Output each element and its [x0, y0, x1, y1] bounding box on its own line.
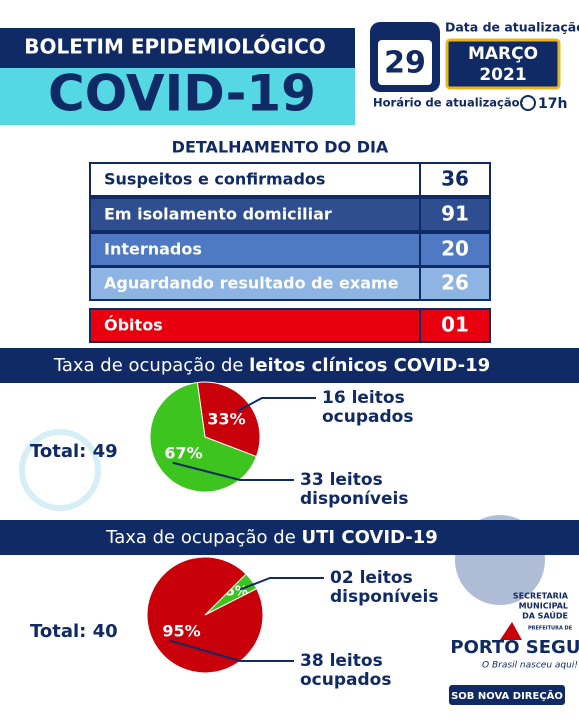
subtitle-band — [0, 68, 355, 125]
title-prefix: Taxa de ocupação de — [105, 527, 301, 548]
month: MARÇO — [468, 44, 538, 64]
row-value: 26 — [441, 271, 469, 295]
charts: Taxa de ocupação de leitos clínicos COVI… — [0, 348, 579, 690]
callout-line — [239, 577, 324, 591]
table-row — [89, 266, 491, 301]
row-value: 91 — [441, 202, 469, 226]
logo-slogan: O Brasil nasceu aqui! — [482, 661, 578, 671]
title-bold: UTI COVID-19 — [302, 527, 438, 548]
callout-text: 02 leitos — [330, 568, 413, 588]
row-label: Óbitos — [104, 316, 163, 335]
section-band — [0, 520, 579, 555]
table-row — [89, 197, 491, 232]
row-label: Em isolamento domiciliar — [104, 205, 332, 224]
title-bold: leitos clínicos COVID-19 — [249, 355, 490, 376]
year: 2021 — [479, 65, 526, 85]
day: 29 — [384, 46, 426, 81]
callout-text: disponíveis — [330, 587, 438, 607]
slice-label: 67% — [164, 444, 202, 463]
callout-text: 16 leitos — [322, 388, 405, 408]
title: BOLETIM EPIDEMIOLÓGICO — [24, 35, 326, 59]
table-row — [89, 232, 491, 267]
slice-label: 95% — [162, 622, 200, 641]
pie-slice — [146, 556, 264, 674]
table: Suspeitos e confirmados 36 Em isolamento d… — [89, 162, 491, 343]
subtitle: COVID-19 — [48, 65, 316, 123]
title-prefix: Taxa de ocupação de — [53, 355, 249, 376]
callout-text: ocupados — [322, 407, 413, 427]
callout-line — [236, 397, 316, 413]
calendar-page — [378, 40, 432, 85]
pie-slice — [196, 381, 261, 458]
update-time: 17h — [538, 96, 567, 112]
table-row — [89, 308, 491, 343]
callout-line — [169, 639, 294, 662]
callout-text: 38 leitos — [300, 651, 383, 671]
callout-text: 33 leitos — [300, 470, 383, 490]
total: Total: 40 — [30, 621, 118, 642]
section-title: Taxa de ocupação de leitos clínicos COVI… — [53, 355, 490, 376]
logo-text: MUNICIPAL — [519, 602, 568, 611]
logo-text: DA SAÚDE — [522, 610, 568, 621]
slice-label: 33% — [207, 409, 245, 428]
logo-city: PORTO SEGURO — [450, 637, 579, 658]
callout-text: disponíveis — [300, 489, 408, 509]
section-band — [0, 348, 579, 383]
logo-text: SECRETARIA — [513, 592, 569, 601]
logo: SECRETARIA MUNICIPAL DA SAÚDE PREFEITURA… — [447, 592, 579, 707]
row-value: 36 — [441, 167, 469, 191]
table-row — [89, 162, 491, 197]
logo-text: PREFEITURA DE — [528, 626, 573, 632]
row-label: Aguardando resultado de exame — [104, 274, 399, 293]
update-date-label: Data de atualização: — [445, 20, 579, 35]
table-title: DETALHAMENTO DO DIA — [172, 138, 389, 157]
motto-box — [447, 683, 567, 707]
logo-icon — [500, 622, 522, 640]
row-value: 20 — [441, 237, 469, 261]
update-time-label: Horário de atualização: — [373, 96, 524, 110]
section-title: Taxa de ocupação de UTI COVID-19 — [105, 527, 438, 548]
row-label: Suspeitos e confirmados — [104, 170, 325, 189]
clock-icon — [520, 95, 536, 111]
callout-line — [172, 461, 294, 481]
virus-decoration — [19, 429, 101, 511]
callout-text: ocupados — [300, 670, 391, 690]
total: Total: 49 — [30, 441, 118, 462]
title-band — [0, 28, 355, 68]
row-value: 01 — [441, 313, 469, 337]
date-box — [445, 38, 561, 90]
row-label: Internados — [104, 240, 202, 259]
logo-motto: SOB NOVA DIREÇÃO — [451, 689, 563, 702]
